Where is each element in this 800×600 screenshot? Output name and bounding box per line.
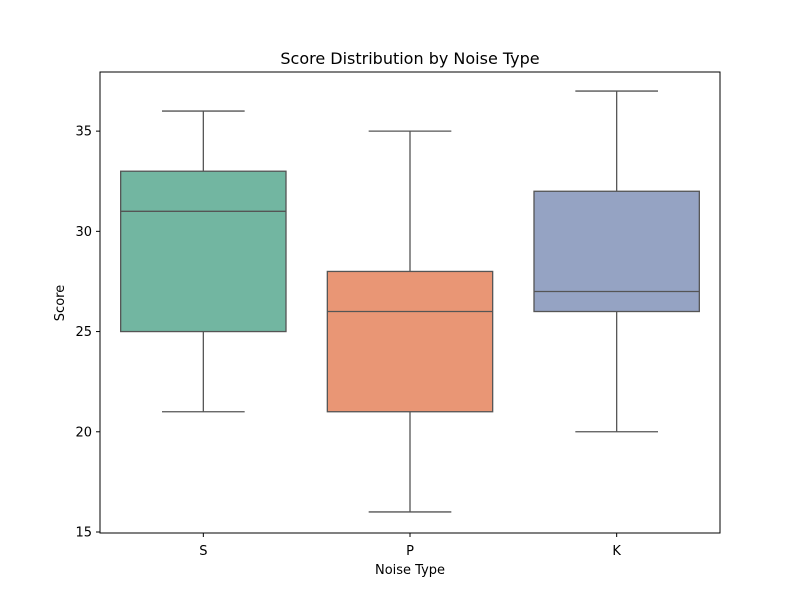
y-tick-label-30: 30: [75, 225, 92, 240]
chart-title: Score Distribution by Noise Type: [280, 49, 539, 68]
x-tick-label-s: S: [199, 544, 207, 559]
box-p: [326, 270, 494, 413]
x-tick-label-p: P: [406, 544, 414, 559]
y-tick-label-20: 20: [75, 425, 92, 440]
boxes-group: [120, 90, 700, 513]
y-tick-label-35: 35: [75, 125, 92, 140]
y-tick-label-25: 25: [75, 325, 92, 340]
y-axis-label: Score: [53, 285, 68, 321]
y-tick-label-15: 15: [75, 525, 92, 540]
y-axis: 15 20 25 30 35: [75, 125, 100, 540]
x-tick-label-k: K: [612, 544, 621, 559]
x-axis-label: Noise Type: [375, 563, 445, 578]
box-k: [533, 190, 700, 313]
box-s: [120, 170, 287, 333]
